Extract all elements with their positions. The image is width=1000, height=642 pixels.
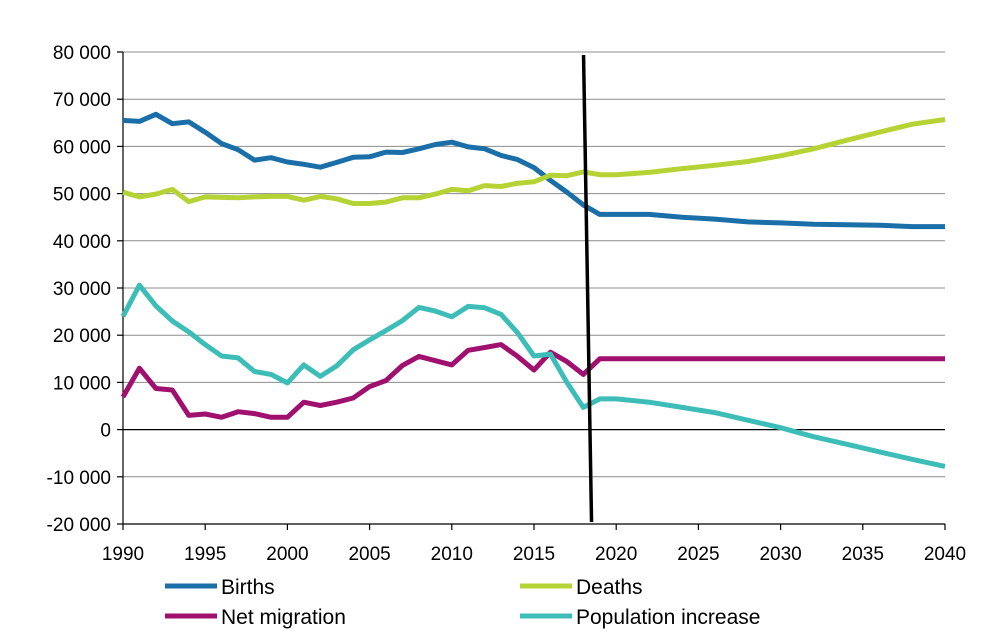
x-tick-label: 2005 [348,544,390,565]
axes [117,51,946,530]
y-tick-label: 0 [100,421,111,442]
x-tick-label: 2040 [924,544,966,565]
legend-label: Deaths [576,576,643,599]
y-tick-label: 70 000 [53,90,111,111]
series-line-population-increase [120,282,946,469]
y-tick-label: 80 000 [53,43,111,64]
series-line-deaths [122,117,946,206]
y-tick-label: 50 000 [53,185,111,206]
gridlines [123,51,945,525]
y-tick-label: -20 000 [47,515,111,536]
x-tick-label: 2030 [759,544,801,565]
divider-line [581,54,594,523]
y-tick-label: 30 000 [53,279,111,300]
y-tick-label: -10 000 [47,468,111,489]
y-tick-label: 60 000 [53,137,111,158]
series-lines [120,111,946,469]
legend-label: Net migration [221,606,346,629]
series-line-births [122,111,945,230]
legend: Births Deaths Net migration Population incr… [165,576,760,629]
y-tick-label: 40 000 [53,232,111,253]
x-tick-label: 2010 [431,544,473,565]
x-tick-label: 2020 [595,544,637,565]
x-tick-label: 1995 [184,544,226,565]
x-tick-label: 2015 [513,544,555,565]
tick-labels: -20 000 -10 000 0 10 000 20 000 30 000 40 000 5… [47,43,967,565]
legend-label: Births [221,576,275,599]
x-tick-label: 2025 [677,544,719,565]
x-tick-label: 2000 [266,544,308,565]
y-tick-label: 20 000 [53,326,111,347]
y-tick-label: 10 000 [53,373,111,394]
x-tick-label: 1990 [102,544,144,565]
x-tick-label: 2035 [842,544,884,565]
legend-label: Population increase [576,606,760,629]
forecast-divider [581,54,594,523]
